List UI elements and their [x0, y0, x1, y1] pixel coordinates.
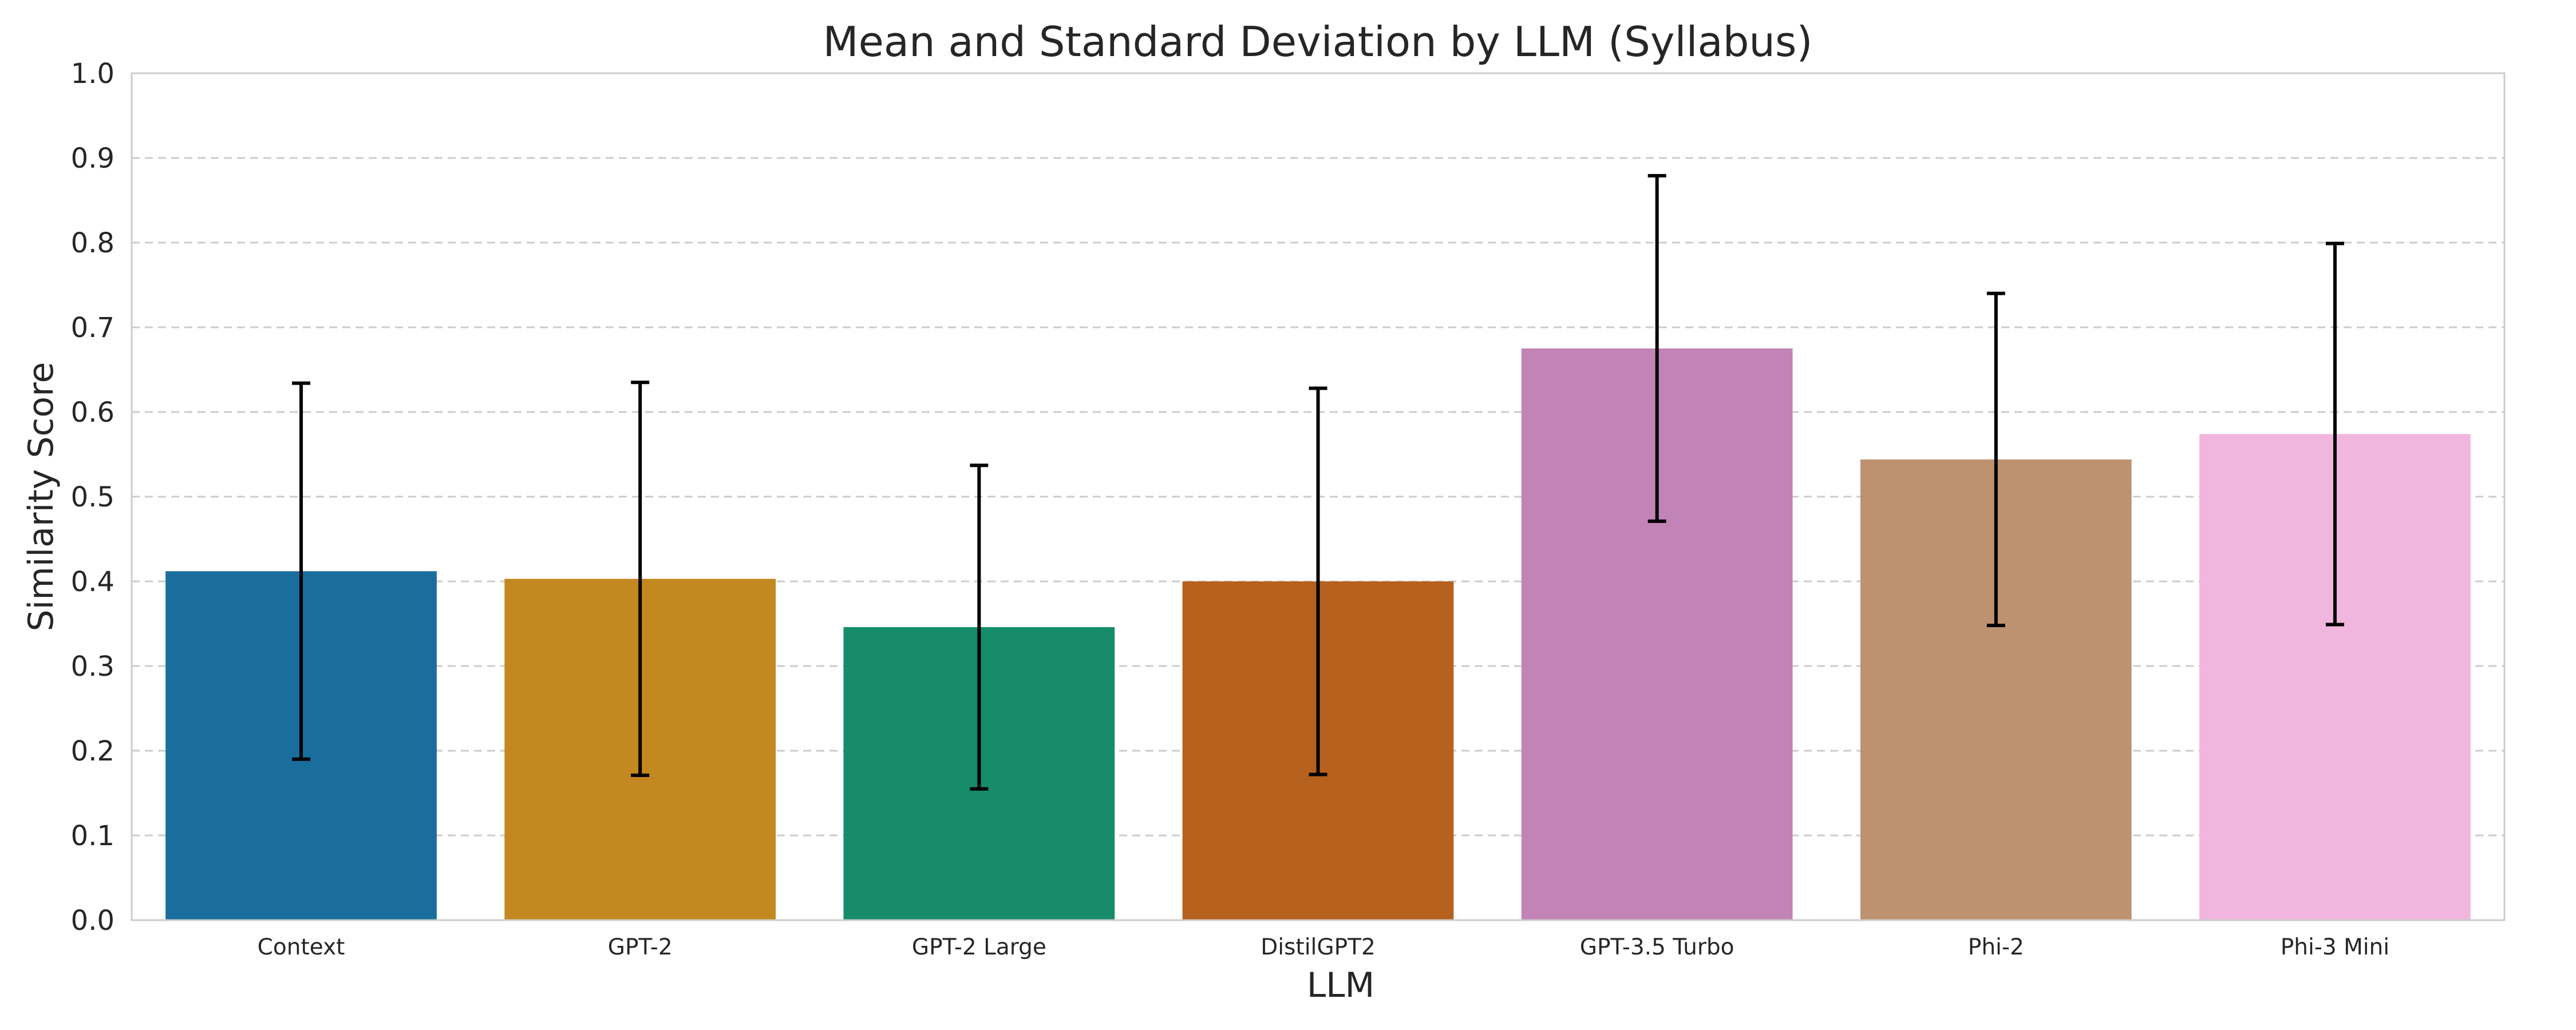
y-tick-label: 0.5 [71, 481, 114, 513]
x-tick-label: Context [258, 934, 345, 960]
error-bar-layer [292, 174, 2344, 791]
y-tick-label: 0.9 [71, 142, 114, 175]
x-tick-label: Phi-3 Mini [2281, 934, 2389, 960]
y-tick-label: 0.4 [71, 566, 114, 598]
x-tick-label: DistilGPT2 [1261, 934, 1376, 960]
x-axis-label: LLM [1307, 965, 1375, 1005]
x-tick-label: GPT-2 Large [912, 934, 1046, 960]
y-tick-label: 0.7 [71, 312, 114, 344]
y-tick-label: 1.0 [71, 58, 114, 90]
y-axis-label: Similarity Score [21, 362, 61, 632]
x-tick-label: Phi-2 [1968, 934, 2024, 960]
y-tick-label: 0.2 [71, 735, 114, 767]
x-tick-label: GPT-3.5 Turbo [1580, 934, 1735, 960]
plot-frame [131, 72, 2506, 921]
x-tick-labels: Context GPT-2 GPT-2 Large DistilGPT2 GPT-3.5… [258, 934, 2389, 960]
y-tick-label: 0.0 [71, 905, 114, 937]
y-tick-label: 0.8 [71, 227, 114, 259]
y-tick-labels: 0.0 0.1 0.2 0.3 0.4 0.5 0.6 0.7 0.8 0.9 1.0 [71, 58, 114, 937]
chart-title: Mean and Standard Deviation by LLM (Syll… [823, 18, 1812, 66]
y-tick-label: 0.6 [71, 397, 114, 429]
x-tick-label: GPT-2 [608, 934, 673, 960]
y-tick-label: 0.1 [71, 820, 114, 852]
y-tick-label: 0.3 [71, 651, 114, 683]
